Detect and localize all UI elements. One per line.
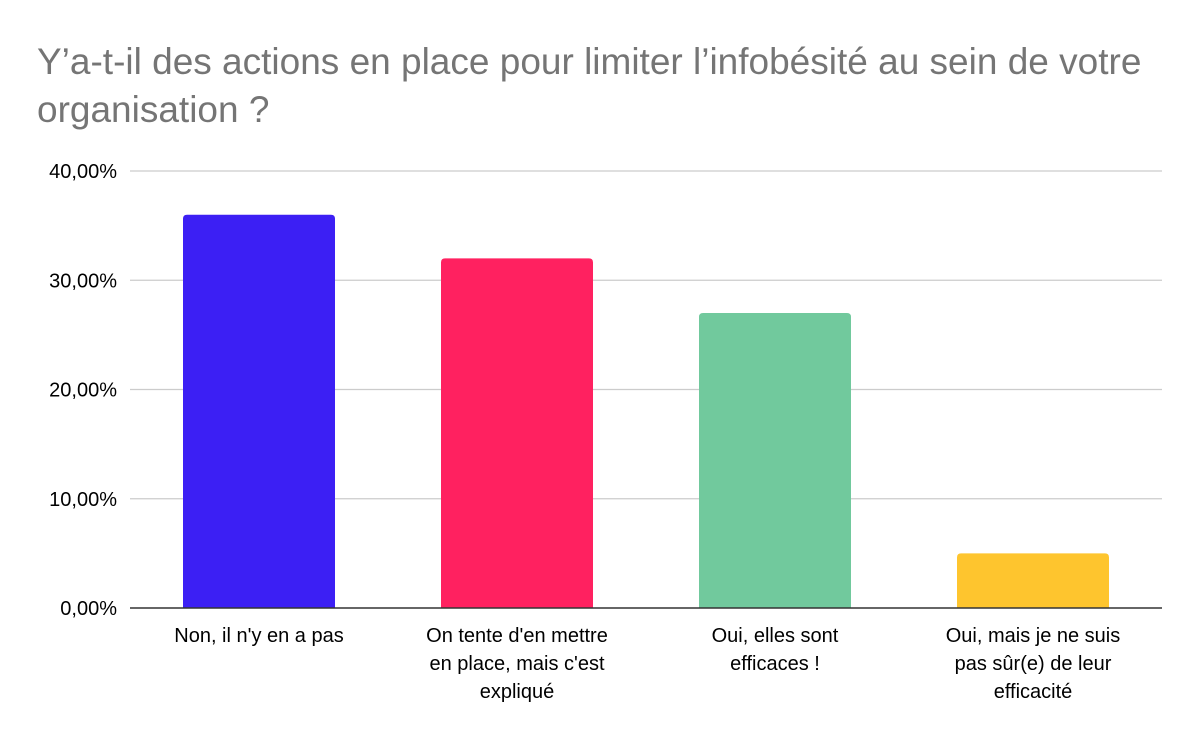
bar [441, 258, 593, 608]
x-category-label-line: efficaces ! [730, 653, 820, 675]
bar [183, 214, 335, 608]
chart-title: Y’a-t-il des actions en place pour limit… [37, 41, 1142, 130]
bar [699, 313, 851, 608]
x-category-label-line: en place, mais c'est [429, 653, 604, 675]
x-category-label-line: Oui, elles sont [712, 625, 839, 647]
x-category-label: Oui, elles sont efficaces ! [712, 625, 839, 675]
y-tick-label: 30,00% [49, 270, 117, 292]
y-tick-label: 0,00% [60, 598, 117, 620]
x-category-label-line: efficacité [994, 681, 1073, 703]
bars [183, 214, 1109, 608]
y-tick-label: 10,00% [49, 489, 117, 511]
y-axis-tick-labels: 0,00% 10,00% 20,00% 30,00% 40,00% [49, 161, 117, 620]
y-tick-label: 40,00% [49, 161, 117, 183]
x-category-label-line: On tente d'en mettre [426, 625, 608, 647]
x-category-label: Oui, mais je ne suis pas sûr(e) de leur ef… [946, 625, 1121, 703]
x-category-label-line: Non, il n'y en a pas [174, 625, 343, 647]
x-category-label: On tente d'en mettre en place, mais c'est… [426, 625, 608, 703]
x-category-label-line: Oui, mais je ne suis [946, 625, 1121, 647]
bar [957, 553, 1109, 608]
x-category-label-line: pas sûr(e) de leur [955, 653, 1112, 675]
x-category-label: Non, il n'y en a pas [174, 625, 343, 647]
x-category-label-line: expliqué [480, 681, 555, 703]
y-tick-label: 20,00% [49, 380, 117, 402]
x-axis-category-labels: Non, il n'y en a pas On tente d'en mettre… [174, 625, 1120, 703]
